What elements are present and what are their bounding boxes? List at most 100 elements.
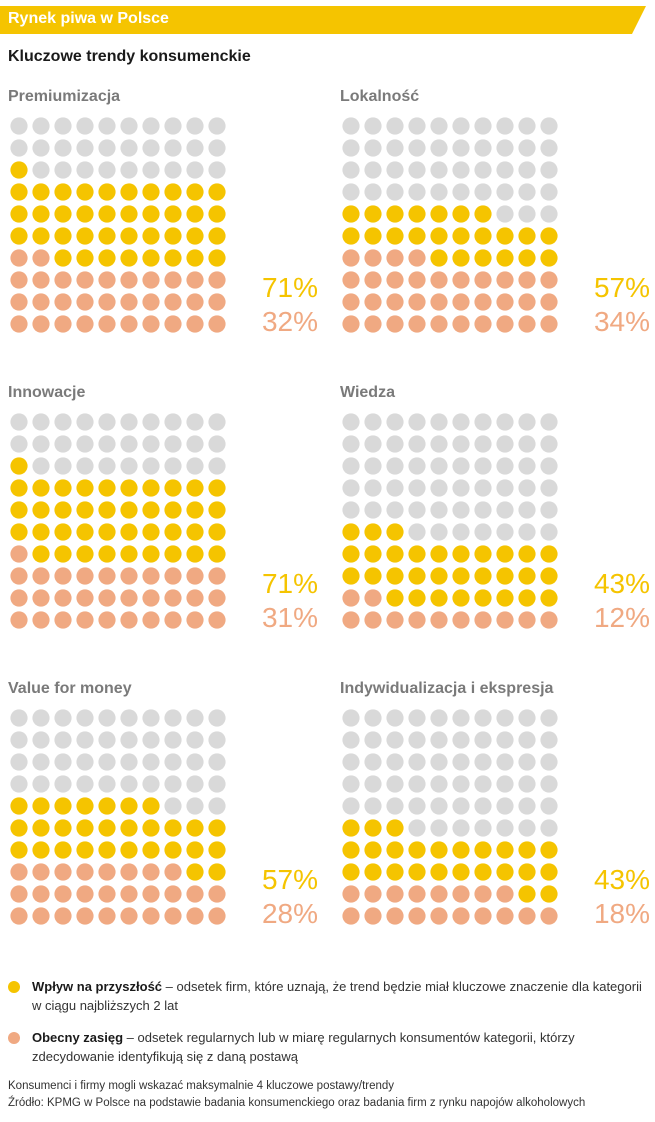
dot-empty [342,709,360,727]
dot-current [186,611,204,629]
dot-current [408,293,426,311]
dot-current [496,885,514,903]
dot-current [496,611,514,629]
dot-empty [164,117,182,135]
dot-empty [474,775,492,793]
dot-empty [32,413,50,431]
dot-current [164,907,182,925]
dot-empty [452,775,470,793]
dot-empty [386,797,404,815]
dot-empty [364,457,382,475]
dot-empty [386,117,404,135]
dot-future [76,205,94,223]
dot-current [452,293,470,311]
dot-future [164,841,182,859]
dot-empty [364,117,382,135]
dot-current [364,315,382,333]
dot-current [342,293,360,311]
dot-future [208,819,226,837]
dot-empty [76,435,94,453]
dot-current [452,611,470,629]
dot-empty [98,709,116,727]
dot-current [496,293,514,311]
panel-title: Value for money [8,680,132,697]
dot-current [386,293,404,311]
header-title: Rynek piwa w Polsce [8,10,169,27]
legend-term: Wpływ na przyszłość [32,979,163,994]
dot-current [540,271,558,289]
dot-empty [540,413,558,431]
dot-empty [32,775,50,793]
dot-empty [540,797,558,815]
dot-current [408,271,426,289]
dot-future [364,567,382,585]
panel-wiedza: Wiedza 43% 12% [340,384,650,634]
dot-future [142,523,160,541]
dot-empty [474,753,492,771]
dot-future [164,523,182,541]
dot-future [386,227,404,245]
dot-future [386,567,404,585]
dot-future [186,501,204,519]
dot-future [142,797,160,815]
dot-empty [540,183,558,201]
dot-empty [430,183,448,201]
dot-empty [186,413,204,431]
dot-future [120,797,138,815]
dot-future [186,819,204,837]
dot-empty [474,523,492,541]
dot-future [540,589,558,607]
dot-future [430,205,448,223]
dot-current [518,271,536,289]
dot-empty [452,753,470,771]
dot-future [386,819,404,837]
panel-lokalnosc: Lokalność 57% 34% [340,88,650,338]
dot-empty [408,183,426,201]
dot-empty [540,479,558,497]
legend-swatch-current [8,1032,20,1044]
dot-current [76,907,94,925]
dot-future [32,183,50,201]
dot-current [10,611,28,629]
dot-current [142,293,160,311]
dot-future [540,885,558,903]
dot-empty [186,117,204,135]
dot-current [120,885,138,903]
future-value-label: 71% [261,272,318,303]
dot-current [142,885,160,903]
legend-term: Obecny zasięg [32,1030,124,1045]
dot-future [518,227,536,245]
dot-current [76,885,94,903]
dot-current [142,589,160,607]
dot-future [120,545,138,563]
dot-future [518,885,536,903]
dot-empty [208,775,226,793]
dot-future [496,545,514,563]
dot-future [120,227,138,245]
dot-current [364,293,382,311]
dot-future [10,523,28,541]
dot-empty [452,819,470,837]
dot-future [76,227,94,245]
dot-empty [430,413,448,431]
dot-empty [408,139,426,157]
dot-current [10,271,28,289]
dot-future [76,819,94,837]
dot-empty [10,709,28,727]
dot-future [120,205,138,223]
dot-future [364,863,382,881]
dot-empty [342,753,360,771]
dot-current [54,271,72,289]
dot-current [518,907,536,925]
dot-empty [408,479,426,497]
dot-empty [540,457,558,475]
dot-empty [142,435,160,453]
dot-empty [408,413,426,431]
panel-innowacje: Innowacje 71% 31% [8,384,318,634]
dot-current [32,863,50,881]
dot-empty [164,709,182,727]
dot-future [364,545,382,563]
dot-future [32,841,50,859]
dot-future [364,205,382,223]
dot-future [386,523,404,541]
